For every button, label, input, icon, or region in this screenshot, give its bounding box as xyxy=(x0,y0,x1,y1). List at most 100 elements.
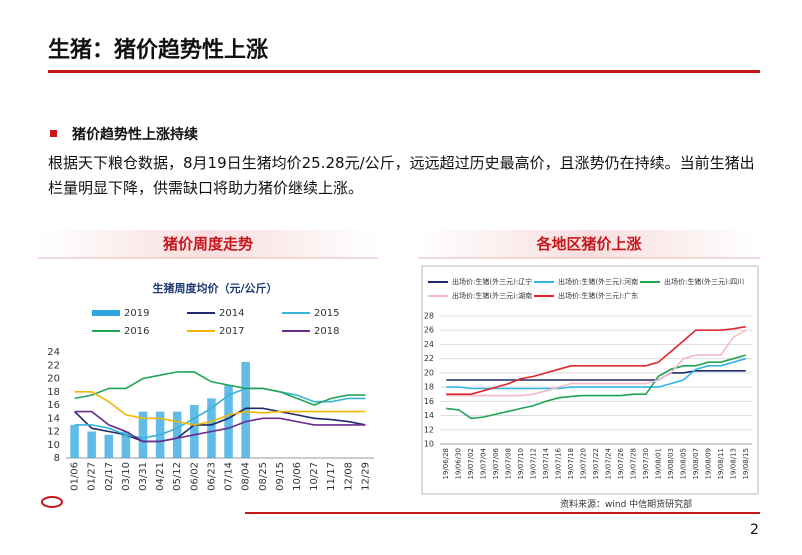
legend-label: 2015 xyxy=(314,308,339,319)
x-tick-label: 19/07/20 xyxy=(580,448,588,479)
x-tick-label: 01/27 xyxy=(87,462,98,491)
bar xyxy=(87,431,96,458)
legend-label: 2019 xyxy=(124,308,149,319)
bar xyxy=(241,361,250,458)
y-tick-label: 10 xyxy=(424,440,434,449)
legend-label: 出场价:生猪(外三元):广东 xyxy=(558,291,638,300)
x-tick-label: 02/17 xyxy=(104,462,115,491)
x-tick-label: 04/21 xyxy=(155,462,166,491)
x-tick-label: 19/08/15 xyxy=(742,448,750,479)
logo xyxy=(41,496,63,508)
x-tick-label: 19/07/16 xyxy=(555,447,563,479)
legend-label: 2017 xyxy=(219,326,244,337)
y-tick-label: 20 xyxy=(47,374,60,385)
line xyxy=(446,370,746,381)
line xyxy=(74,410,366,443)
x-tick-label: 19/07/28 xyxy=(629,448,637,479)
x-tick-label: 19/06/28 xyxy=(442,448,450,479)
panel-title: 猪价周度走势 xyxy=(162,235,253,253)
x-tick-label: 19/08/09 xyxy=(704,448,712,479)
bar xyxy=(138,411,148,458)
bar xyxy=(207,398,216,458)
x-tick-label: 19/07/12 xyxy=(530,448,538,479)
line xyxy=(74,391,366,426)
y-tick-label: 26 xyxy=(424,326,434,335)
legend-label: 2016 xyxy=(124,326,149,337)
x-tick-label: 08/04 xyxy=(241,462,252,491)
x-tick-label: 19/07/06 xyxy=(492,447,500,479)
x-tick-label: 12/08 xyxy=(343,462,354,491)
legend-swatch xyxy=(92,310,120,316)
x-tick-label: 10/06 xyxy=(292,462,303,491)
x-tick-label: 08/25 xyxy=(258,462,269,491)
y-tick-label: 18 xyxy=(424,383,434,392)
x-tick-label: 12/29 xyxy=(360,462,371,491)
y-tick-label: 22 xyxy=(424,354,434,363)
x-tick-label: 06/02 xyxy=(189,462,200,491)
bar xyxy=(121,431,131,458)
x-tick-label: 19/07/18 xyxy=(567,448,575,479)
paragraph: 根据天下粮仓数据，8月19日生猪均价25.28元/公斤，远远超过历史最高价，且涨… xyxy=(48,154,755,197)
bar xyxy=(104,434,114,458)
panel-title: 各地区猪价上涨 xyxy=(536,235,642,253)
y-tick-label: 12 xyxy=(47,427,60,438)
y-tick-label: 24 xyxy=(47,347,60,358)
line xyxy=(446,354,747,420)
bullet xyxy=(50,130,57,137)
legend-label: 出场价:生猪(外三元):四川 xyxy=(664,277,744,286)
chart-frame xyxy=(421,265,759,495)
x-tick-label: 19/07/24 xyxy=(604,447,612,479)
x-tick-label: 19/07/30 xyxy=(642,448,650,479)
x-tick-label: 07/14 xyxy=(224,462,235,491)
y-tick-label: 24 xyxy=(424,340,434,349)
line xyxy=(74,387,366,439)
x-tick-label: 09/15 xyxy=(275,462,286,491)
legend-label: 出场价:生猪(外三元):河南 xyxy=(558,277,638,286)
x-tick-label: 19/07/02 xyxy=(467,448,475,479)
section-heading: 猪价趋势性上涨持续 xyxy=(72,127,198,143)
y-tick-label: 16 xyxy=(47,400,60,411)
x-tick-label: 19/08/13 xyxy=(729,448,737,479)
panel-band xyxy=(38,230,378,258)
y-tick-label: 18 xyxy=(47,387,60,398)
legend-label: 2018 xyxy=(314,326,339,337)
x-tick-label: 19/07/22 xyxy=(592,448,600,479)
panel-band xyxy=(418,230,760,258)
x-tick-label: 03/10 xyxy=(121,462,132,491)
bar xyxy=(190,405,199,458)
y-tick-label: 22 xyxy=(47,360,60,371)
y-tick-label: 14 xyxy=(424,411,434,420)
x-tick-label: 19/07/10 xyxy=(517,448,525,479)
y-tick-label: 14 xyxy=(47,413,60,424)
x-tick-label: 19/07/14 xyxy=(542,447,550,479)
slide-title: 生猪：猪价趋势性上涨 xyxy=(48,38,269,63)
legend-label: 出场价:生猪(外三元):湖南 xyxy=(452,291,532,300)
bar xyxy=(172,411,182,458)
page-number: 2 xyxy=(750,522,759,538)
y-tick-label: 8 xyxy=(54,453,60,464)
x-tick-label: 06/23 xyxy=(206,462,217,491)
x-tick-label: 05/12 xyxy=(172,462,183,491)
x-tick-label: 19/07/26 xyxy=(617,447,625,479)
line xyxy=(446,325,746,395)
title-rule xyxy=(48,70,760,73)
legend-label: 2014 xyxy=(219,308,244,319)
x-tick-label: 19/08/01 xyxy=(654,448,662,479)
x-tick-label: 19/08/03 xyxy=(667,448,675,479)
line xyxy=(74,371,366,406)
x-tick-label: 19/08/05 xyxy=(679,448,687,479)
line xyxy=(446,357,747,390)
y-tick-label: 12 xyxy=(424,425,434,434)
footer-rule xyxy=(245,512,760,514)
x-tick-label: 10/27 xyxy=(309,462,320,491)
y-tick-label: 10 xyxy=(47,440,60,451)
bar xyxy=(224,385,233,458)
y-tick-label: 16 xyxy=(424,397,434,406)
x-tick-label: 19/08/07 xyxy=(692,448,700,479)
legend-label: 出场价:生猪(外三元):辽宁 xyxy=(452,277,532,286)
x-tick-label: 03/31 xyxy=(138,462,149,491)
chart-title: 生猪周度均价（元/公斤） xyxy=(152,281,277,295)
x-tick-label: 19/08/11 xyxy=(717,448,725,479)
